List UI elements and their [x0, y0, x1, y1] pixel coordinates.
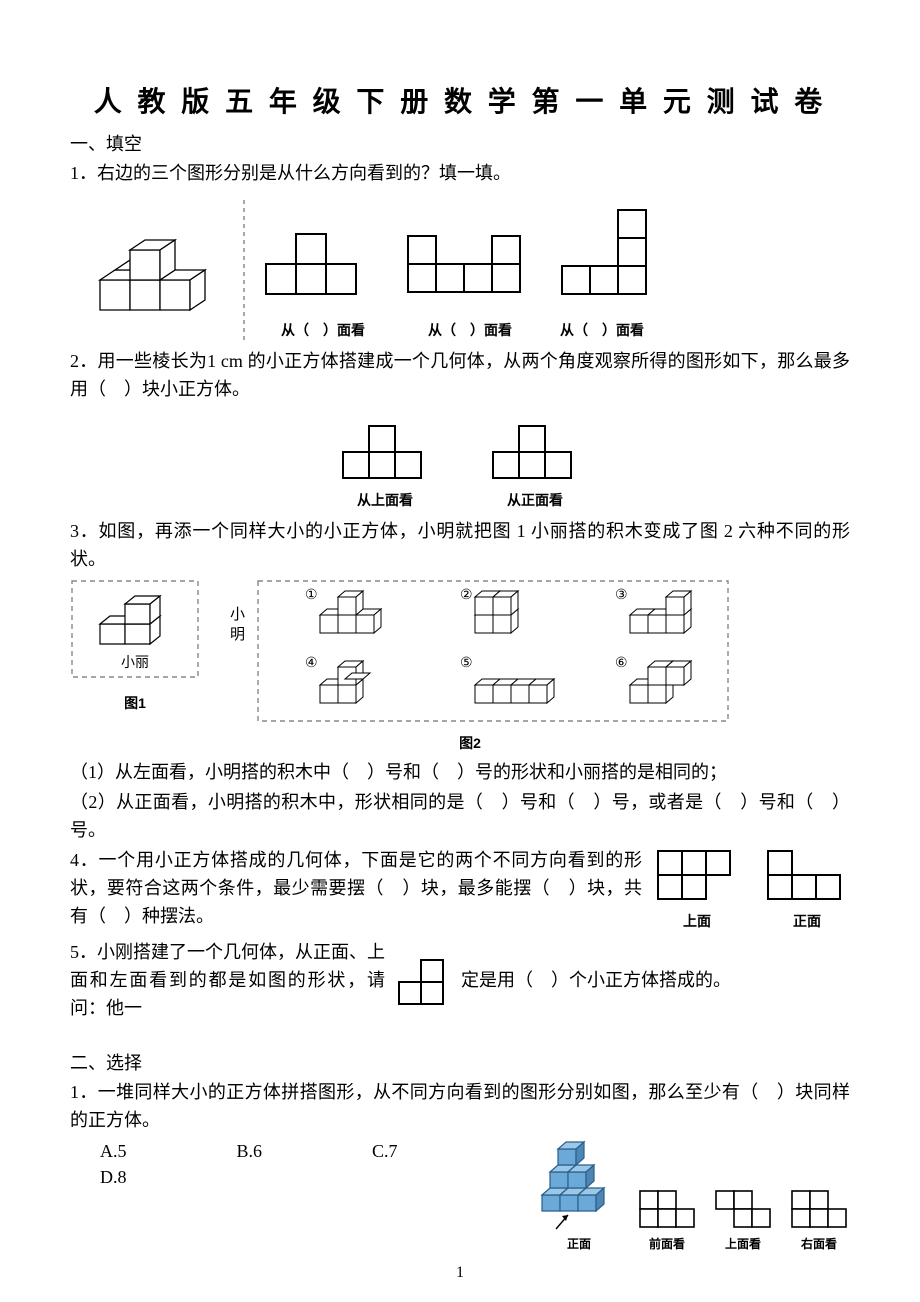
- opt-a: A.5: [100, 1141, 127, 1162]
- iso-solid-icon: [80, 220, 230, 340]
- svg-text:⑤: ⑤: [460, 656, 473, 671]
- q1-2-top-icon: [335, 416, 435, 486]
- q1-4-top-caption: 上面: [654, 911, 740, 931]
- ming-char: 明: [230, 626, 245, 643]
- svg-text:①: ①: [305, 588, 318, 603]
- opt-b: B.6: [237, 1141, 263, 1162]
- q1-5-text-a: 5．小刚搭建了一个几何体，从正面、上面和左面看到的都是如图的形状，请问：他一: [70, 939, 385, 1023]
- q1-2-front-icon: [485, 416, 585, 486]
- q2-1-front-caption: 前面看: [636, 1235, 698, 1252]
- svg-text:④: ④: [305, 656, 318, 671]
- q1-1-text: 1．右边的三个图形分别是从什么方向看到的？填一填。: [70, 160, 850, 188]
- xiao-char: 小: [230, 606, 245, 623]
- page-number: 1: [0, 1264, 920, 1282]
- q2-1-right-icon: [788, 1187, 850, 1233]
- fig3-cap1: 图1: [70, 693, 200, 713]
- q2-1-top-icon: [712, 1187, 774, 1233]
- svg-text:②: ②: [460, 588, 473, 603]
- q1-3-1-text: （1）从左面看，小明搭的积木中（ ）号和（ ）号的形状和小丽搭的是相同的；: [70, 759, 850, 787]
- q1-2-figure: 从上面看 从正面看: [70, 416, 850, 510]
- xiaoli-label: 小丽: [121, 655, 149, 671]
- q1-3-figure: 小丽 图1 小 明 ① ② ③ ④ ⑤ ⑥: [70, 579, 850, 753]
- q1-2-top-caption: 从上面看: [335, 490, 435, 510]
- q1-4-front-caption: 正面: [764, 911, 850, 931]
- q1-5-shape-icon: [395, 954, 451, 1008]
- q2-1-iso-icon: [536, 1137, 622, 1233]
- q1-3-2-text: （2）从正面看，小明搭的积木中，形状相同的是（ ）号和（ ）号，或者是（ ）号和…: [70, 789, 850, 845]
- view-c-caption: 从（ ）面看: [552, 320, 652, 340]
- q1-4-block: 上面 正面 4．一个用小正方体搭成的几何体，下面是它的两个不同方向看到的形状，要…: [70, 847, 850, 937]
- section-1-heading: 一、填空: [70, 130, 850, 156]
- q2-1-top-caption: 上面看: [712, 1235, 774, 1252]
- q1-2-front-caption: 从正面看: [485, 490, 585, 510]
- fig3-panel1-icon: 小丽: [70, 579, 200, 689]
- q1-5-block: 5．小刚搭建了一个几何体，从正面、上面和左面看到的都是如图的形状，请问：他一 定…: [70, 939, 850, 1023]
- fig3-panel2-icon: 小 明 ① ② ③ ④ ⑤ ⑥: [210, 579, 730, 729]
- view-c-icon: [552, 206, 652, 316]
- divider-icon: [242, 200, 246, 340]
- q1-5-text-b: 定是用（ ）个小正方体搭成的。: [461, 967, 850, 995]
- q2-1-arrow-caption: 正面: [536, 1235, 622, 1252]
- q1-4-top-icon: [654, 847, 740, 907]
- page-title: 人 教 版 五 年 级 下 册 数 学 第 一 单 元 测 试 卷: [70, 80, 850, 120]
- q2-1-figure: 正面 前面看 上面看: [536, 1137, 850, 1252]
- q1-2-text: 2．用一些棱长为1 cm 的小正方体搭建成一个几何体，从两个角度观察所得的图形如…: [70, 348, 850, 404]
- opt-c: C.7: [372, 1141, 398, 1162]
- view-a-icon: [258, 224, 388, 316]
- q1-4-front-icon: [764, 847, 850, 907]
- view-b-caption: 从（ ）面看: [400, 320, 540, 340]
- q2-1-front-icon: [636, 1187, 698, 1233]
- svg-text:③: ③: [615, 588, 628, 603]
- view-a-caption: 从（ ）面看: [258, 320, 388, 340]
- q1-1-figure: 从（ ）面看 从（ ）面看: [80, 200, 850, 340]
- svg-text:⑥: ⑥: [615, 656, 628, 671]
- q2-1-text: 1．一堆同样大小的正方体拼搭图形，从不同方向看到的图形分别如图，那么至少有（ ）…: [70, 1079, 850, 1135]
- q2-1-options: A.5 B.6 C.7: [100, 1141, 524, 1162]
- view-b-icon: [400, 224, 540, 316]
- q1-3-text: 3．如图，再添一个同样大小的小正方体，小明就把图 1 小丽搭的积木变成了图 2 …: [70, 518, 850, 574]
- fig3-cap2: 图2: [210, 733, 730, 753]
- q2-1-right-caption: 右面看: [788, 1235, 850, 1252]
- section-2-heading: 二、选择: [70, 1049, 850, 1075]
